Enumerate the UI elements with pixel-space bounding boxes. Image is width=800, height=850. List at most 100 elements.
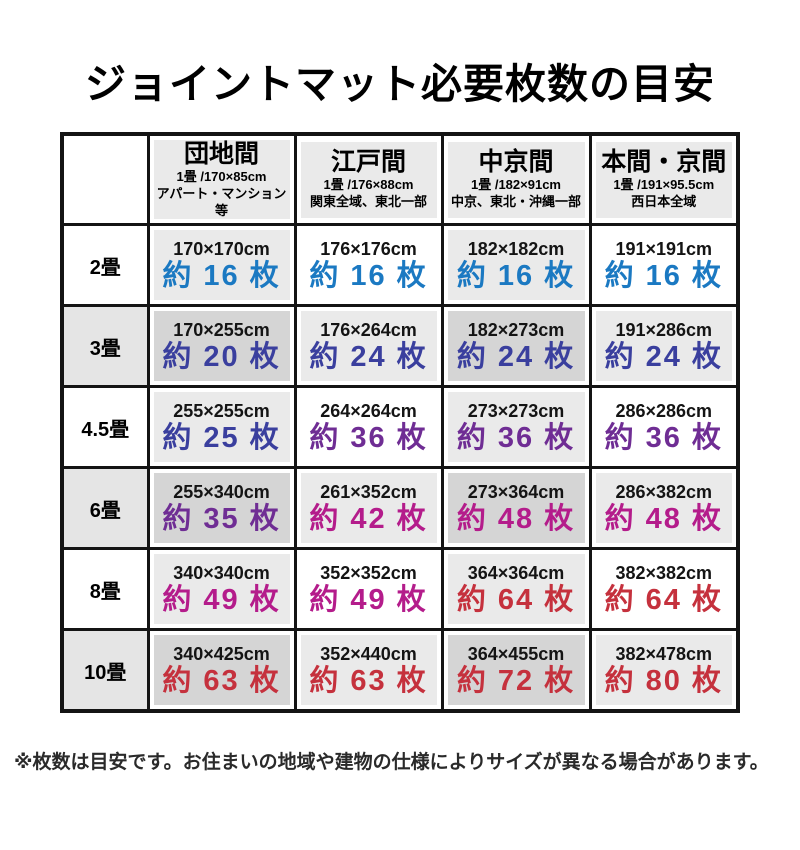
cell-fill: 191×286cm 約 24 枚 bbox=[595, 311, 732, 382]
room-size: 364×455cm bbox=[467, 643, 565, 664]
cell-fill: 352×440cm 約 63 枚 bbox=[300, 635, 437, 706]
footnote: ※枚数は目安です。お住まいの地域や建物の仕様によりサイズが異なる場合があります。 bbox=[14, 752, 769, 774]
room-size: 382×382cm bbox=[615, 562, 713, 583]
cell-fill: 191×191cm 約 16 枚 bbox=[595, 230, 732, 301]
room-size: 255×255cm bbox=[173, 400, 270, 421]
cell-fill: 273×273cm 約 36 枚 bbox=[447, 392, 585, 463]
mat-count-cell: 382×382cm 約 64 枚 bbox=[588, 547, 740, 632]
column-header-3: 本間・京間 1畳 /191×95.5cm 西日本全域 bbox=[588, 132, 740, 227]
page-title: ジョイントマット必要枚数の目安 bbox=[85, 61, 715, 107]
room-size: 364×364cm bbox=[467, 562, 565, 583]
cell-fill: 286×286cm 約 36 枚 bbox=[595, 392, 732, 463]
column-name: 本間・京間 bbox=[601, 148, 727, 177]
room-size: 340×425cm bbox=[173, 643, 270, 664]
room-size: 170×170cm bbox=[173, 238, 270, 259]
room-size: 261×352cm bbox=[320, 481, 417, 502]
mat-count-cell: 255×255cm 約 25 枚 bbox=[146, 385, 297, 470]
cell-fill: 170×255cm 約 20 枚 bbox=[153, 311, 290, 382]
room-size: 176×264cm bbox=[320, 319, 417, 340]
mat-count-cell: 191×286cm 約 24 枚 bbox=[588, 304, 740, 389]
column-region: 中京、東北・沖縄一部 bbox=[450, 194, 581, 210]
mat-count-table: 団地間 1畳 /170×85cm アパート・マンション等 江戸間 1畳 /176×88c… bbox=[60, 132, 740, 714]
mat-count-cell: 170×170cm 約 16 枚 bbox=[146, 223, 297, 308]
mat-count: 約 24 枚 bbox=[456, 341, 576, 373]
cell-fill: 286×382cm 約 48 枚 bbox=[595, 473, 732, 544]
row-label: 4.5畳 bbox=[60, 385, 150, 470]
room-size: 182×273cm bbox=[467, 319, 565, 340]
cell-fill: 255×255cm 約 25 枚 bbox=[153, 392, 290, 463]
column-header-0: 団地間 1畳 /170×85cm アパート・マンション等 bbox=[146, 132, 297, 227]
cell-fill: 364×364cm 約 64 枚 bbox=[447, 554, 585, 625]
mat-count: 約 64 枚 bbox=[456, 584, 576, 616]
room-size: 255×340cm bbox=[173, 481, 270, 502]
column-name: 団地間 bbox=[183, 140, 259, 168]
mat-count: 約 35 枚 bbox=[162, 503, 281, 535]
mat-count-cell: 352×352cm 約 49 枚 bbox=[293, 547, 444, 632]
cell-fill: 261×352cm 約 42 枚 bbox=[300, 473, 437, 544]
mat-count: 約 49 枚 bbox=[162, 584, 281, 616]
mat-count-cell: 176×264cm 約 24 枚 bbox=[293, 304, 444, 389]
room-size: 382×478cm bbox=[615, 643, 713, 664]
room-size: 264×264cm bbox=[320, 400, 417, 421]
mat-count-cell: 382×478cm 約 80 枚 bbox=[588, 628, 740, 713]
mat-count-cell: 340×340cm 約 49 枚 bbox=[146, 547, 297, 632]
row-label: 3畳 bbox=[60, 304, 150, 389]
mat-count-cell: 364×364cm 約 64 枚 bbox=[440, 547, 592, 632]
column-header-fill: 江戸間 1畳 /176×88cm 関東全域、東北一部 bbox=[300, 141, 437, 218]
mat-count-cell: 182×182cm 約 16 枚 bbox=[440, 223, 592, 308]
cell-fill: 182×182cm 約 16 枚 bbox=[447, 230, 585, 301]
mat-count-cell: 286×382cm 約 48 枚 bbox=[588, 466, 740, 551]
mat-count-cell: 261×352cm 約 42 枚 bbox=[293, 466, 444, 551]
mat-count: 約 16 枚 bbox=[309, 260, 428, 292]
room-size: 352×352cm bbox=[320, 562, 417, 583]
mat-count-cell: 273×364cm 約 48 枚 bbox=[440, 466, 592, 551]
column-region: 西日本全域 bbox=[631, 194, 697, 210]
room-size: 273×273cm bbox=[467, 400, 565, 421]
row-label: 2畳 bbox=[60, 223, 150, 308]
mat-count-cell: 352×440cm 約 63 枚 bbox=[293, 628, 444, 713]
mat-count: 約 48 枚 bbox=[604, 503, 723, 535]
cell-fill: 382×382cm 約 64 枚 bbox=[595, 554, 732, 625]
cell-fill: 340×425cm 約 63 枚 bbox=[153, 635, 290, 706]
mat-count-cell: 286×286cm 約 36 枚 bbox=[588, 385, 740, 470]
mat-count: 約 16 枚 bbox=[604, 260, 723, 292]
mat-count: 約 20 枚 bbox=[162, 341, 281, 373]
column-header-fill: 中京間 1畳 /182×91cm 中京、東北・沖縄一部 bbox=[447, 141, 585, 218]
mat-count: 約 63 枚 bbox=[162, 665, 281, 697]
mat-count-cell: 170×255cm 約 20 枚 bbox=[146, 304, 297, 389]
table-body: 2畳 170×170cm 約 16 枚 176×176cm 約 16 枚 182×182c… bbox=[60, 223, 740, 713]
cell-fill: 182×273cm 約 24 枚 bbox=[447, 311, 585, 382]
table-row: 10畳 340×425cm 約 63 枚 352×440cm 約 63 枚 364×455… bbox=[60, 628, 740, 713]
cell-fill: 273×364cm 約 48 枚 bbox=[447, 473, 585, 544]
mat-count: 約 16 枚 bbox=[456, 260, 576, 292]
column-header-1: 江戸間 1畳 /176×88cm 関東全域、東北一部 bbox=[293, 132, 444, 227]
mat-count: 約 49 枚 bbox=[309, 584, 428, 616]
table-row: 4.5畳 255×255cm 約 25 枚 264×264cm 約 36 枚 273×27… bbox=[60, 385, 740, 470]
column-region: アパート・マンション等 bbox=[156, 185, 287, 218]
row-label: 10畳 bbox=[60, 628, 150, 713]
table-row: 2畳 170×170cm 約 16 枚 176×176cm 約 16 枚 182×182c… bbox=[60, 223, 740, 308]
mat-count: 約 16 枚 bbox=[162, 260, 281, 292]
column-header-fill: 団地間 1畳 /170×85cm アパート・マンション等 bbox=[153, 140, 290, 220]
cell-fill: 176×176cm 約 16 枚 bbox=[300, 230, 437, 301]
mat-count-cell: 176×176cm 約 16 枚 bbox=[293, 223, 444, 308]
row-label: 8畳 bbox=[60, 547, 150, 632]
room-size: 286×382cm bbox=[615, 481, 713, 502]
column-name: 江戸間 bbox=[330, 148, 406, 177]
mat-count: 約 24 枚 bbox=[604, 341, 723, 373]
column-name: 中京間 bbox=[478, 148, 554, 177]
mat-count: 約 36 枚 bbox=[604, 422, 723, 454]
column-header-2: 中京間 1畳 /182×91cm 中京、東北・沖縄一部 bbox=[440, 132, 592, 227]
table-row: 3畳 170×255cm 約 20 枚 176×264cm 約 24 枚 182×273c… bbox=[60, 304, 740, 389]
mat-count-cell: 340×425cm 約 63 枚 bbox=[146, 628, 297, 713]
mat-count: 約 63 枚 bbox=[309, 665, 428, 697]
row-label: 6畳 bbox=[60, 466, 150, 551]
cell-fill: 382×478cm 約 80 枚 bbox=[595, 635, 732, 706]
room-size: 286×286cm bbox=[615, 400, 713, 421]
column-region: 関東全域、東北一部 bbox=[309, 194, 427, 210]
cell-fill: 176×264cm 約 24 枚 bbox=[300, 311, 437, 382]
column-tatami-size: 1畳 /176×88cm bbox=[323, 177, 414, 193]
mat-count: 約 72 枚 bbox=[456, 665, 576, 697]
column-tatami-size: 1畳 /170×85cm bbox=[176, 168, 267, 184]
mat-count: 約 25 枚 bbox=[162, 422, 281, 454]
